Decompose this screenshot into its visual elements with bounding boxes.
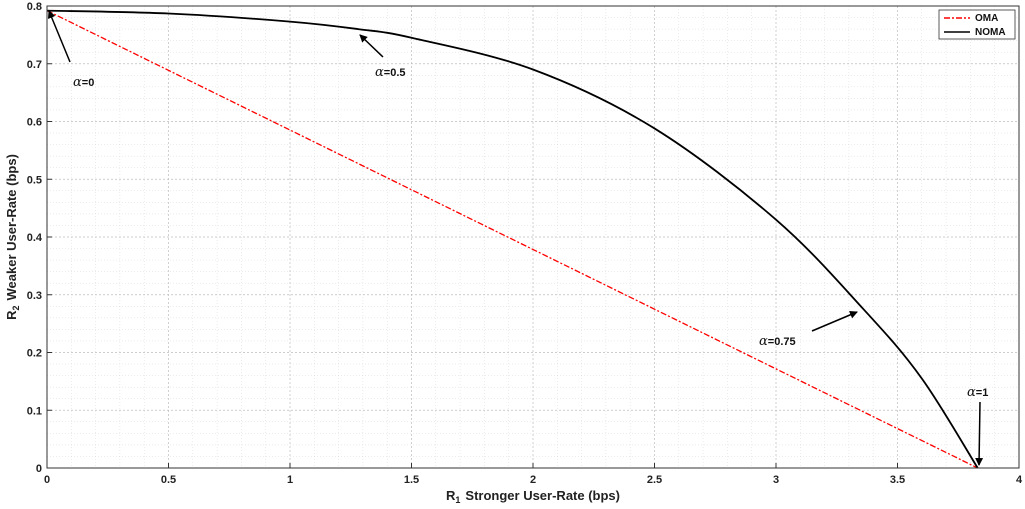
- x-tick-label: 1.5: [404, 474, 419, 486]
- annotation-arrow-alpha-0.75: [811, 311, 858, 332]
- y-tick-label: 0.8: [27, 1, 42, 13]
- svg-text:α=0: α=0: [73, 75, 94, 90]
- svg-text:α=0.5: α=0.5: [375, 65, 406, 80]
- series-line-noma: [46, 9, 979, 469]
- alpha-symbol: α: [967, 385, 976, 400]
- x-tick-label: 3.5: [890, 474, 905, 486]
- annotation-text-alpha-0.75: =0.75: [768, 336, 796, 348]
- y-tick-label: 0.2: [27, 348, 42, 360]
- alpha-symbol: α: [759, 334, 768, 349]
- annotation-text-alpha-1: =1: [976, 387, 989, 399]
- legend: OMA NOMA: [938, 9, 1016, 40]
- alpha-symbol: α: [73, 75, 82, 90]
- alpha-symbol: α: [375, 65, 384, 80]
- svg-text:α=0.75: α=0.75: [759, 334, 796, 349]
- x-tick-label: 4: [1016, 474, 1023, 486]
- legend-label-noma: NOMA: [975, 27, 1006, 38]
- annotation-arrow-alpha-0: [47, 10, 71, 63]
- x-tick-label: 1: [287, 474, 293, 486]
- x-tick-label: 2: [530, 474, 536, 486]
- y-tick-label: 0: [36, 463, 42, 475]
- annotation-arrow-alpha-1: [975, 401, 984, 466]
- y-tick-label: 0.5: [27, 174, 42, 186]
- x-tick-label: 0.5: [161, 474, 176, 486]
- series-layer: [46, 9, 979, 469]
- x-tick-label: 3: [773, 474, 779, 486]
- y-tick-labels: 0 0.1 0.2 0.3 0.4 0.5 0.6 0.7 0.8: [27, 1, 52, 475]
- annotation-alpha-0.75: α=0.75: [759, 311, 858, 349]
- y-tick-label: 0.7: [27, 59, 42, 71]
- annotation-alpha-0: α=0: [47, 10, 94, 90]
- annotation-arrow-alpha-0.5: [359, 34, 384, 58]
- y-tick-label: 0.3: [27, 290, 42, 302]
- y-tick-label: 0.4: [27, 232, 43, 244]
- x-tick-label: 0: [44, 474, 50, 486]
- x-tick-labels: 0 0.5 1 1.5 2 2.5 3 3.5 4: [44, 463, 1023, 486]
- legend-label-oma: OMA: [975, 13, 998, 24]
- y-axis-label: R2Weaker User-Rate (bps): [4, 154, 21, 320]
- annotation-alpha-0.5: α=0.5: [359, 34, 406, 80]
- y-tick-label: 0.6: [27, 117, 42, 129]
- annotation-text-alpha-0: =0: [82, 77, 95, 89]
- x-tick-label: 2.5: [647, 474, 662, 486]
- series-line-oma: [46, 10, 978, 469]
- svg-text:α=1: α=1: [967, 385, 988, 400]
- legend-box: [938, 9, 1016, 40]
- y-tick-label: 0.1: [27, 405, 42, 417]
- x-axis-label: R1 Stronger User-Rate (bps): [446, 488, 620, 505]
- annotation-text-alpha-0.5: =0.5: [384, 67, 406, 79]
- annotation-alpha-1: α=1: [967, 385, 988, 466]
